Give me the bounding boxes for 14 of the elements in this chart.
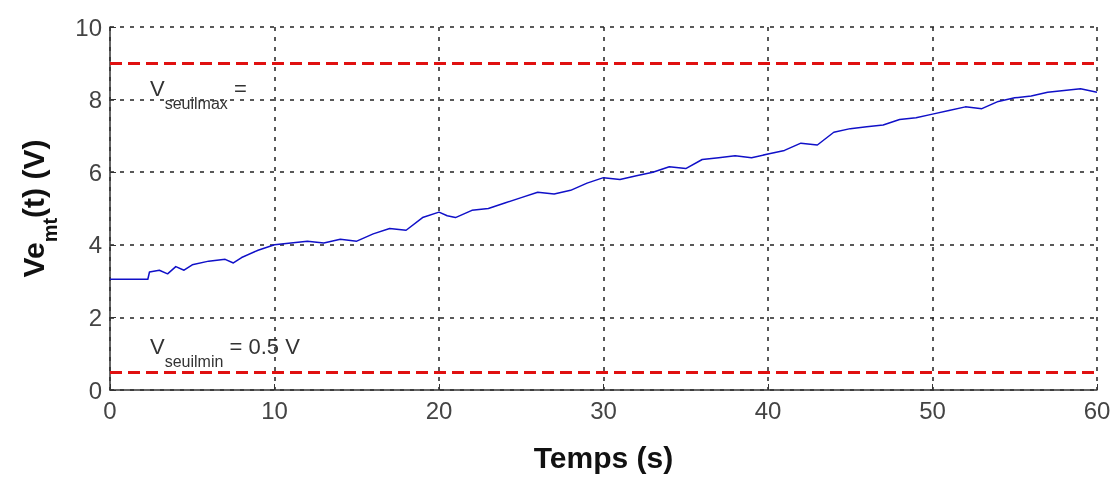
x-tick-label: 20 (425, 396, 453, 424)
x-tick-label: 60 (1083, 396, 1111, 424)
x-axis-title: Temps (s) (533, 440, 674, 474)
y-tick-label: 2 (88, 303, 102, 331)
x-tick-label: 10 (261, 396, 288, 424)
y-tick-label: 4 (88, 231, 102, 259)
y-axis-title: Vemt(t) (V) (16, 139, 61, 278)
x-tick-label: 30 (590, 396, 617, 424)
x-tick-label: 50 (919, 396, 946, 424)
y-tick-label: 10 (75, 13, 102, 41)
y-tick-label: 8 (88, 86, 102, 114)
y-tick-label: 6 (88, 158, 102, 186)
x-tick-label: 40 (754, 396, 782, 424)
y-tick-label: 0 (88, 376, 102, 404)
